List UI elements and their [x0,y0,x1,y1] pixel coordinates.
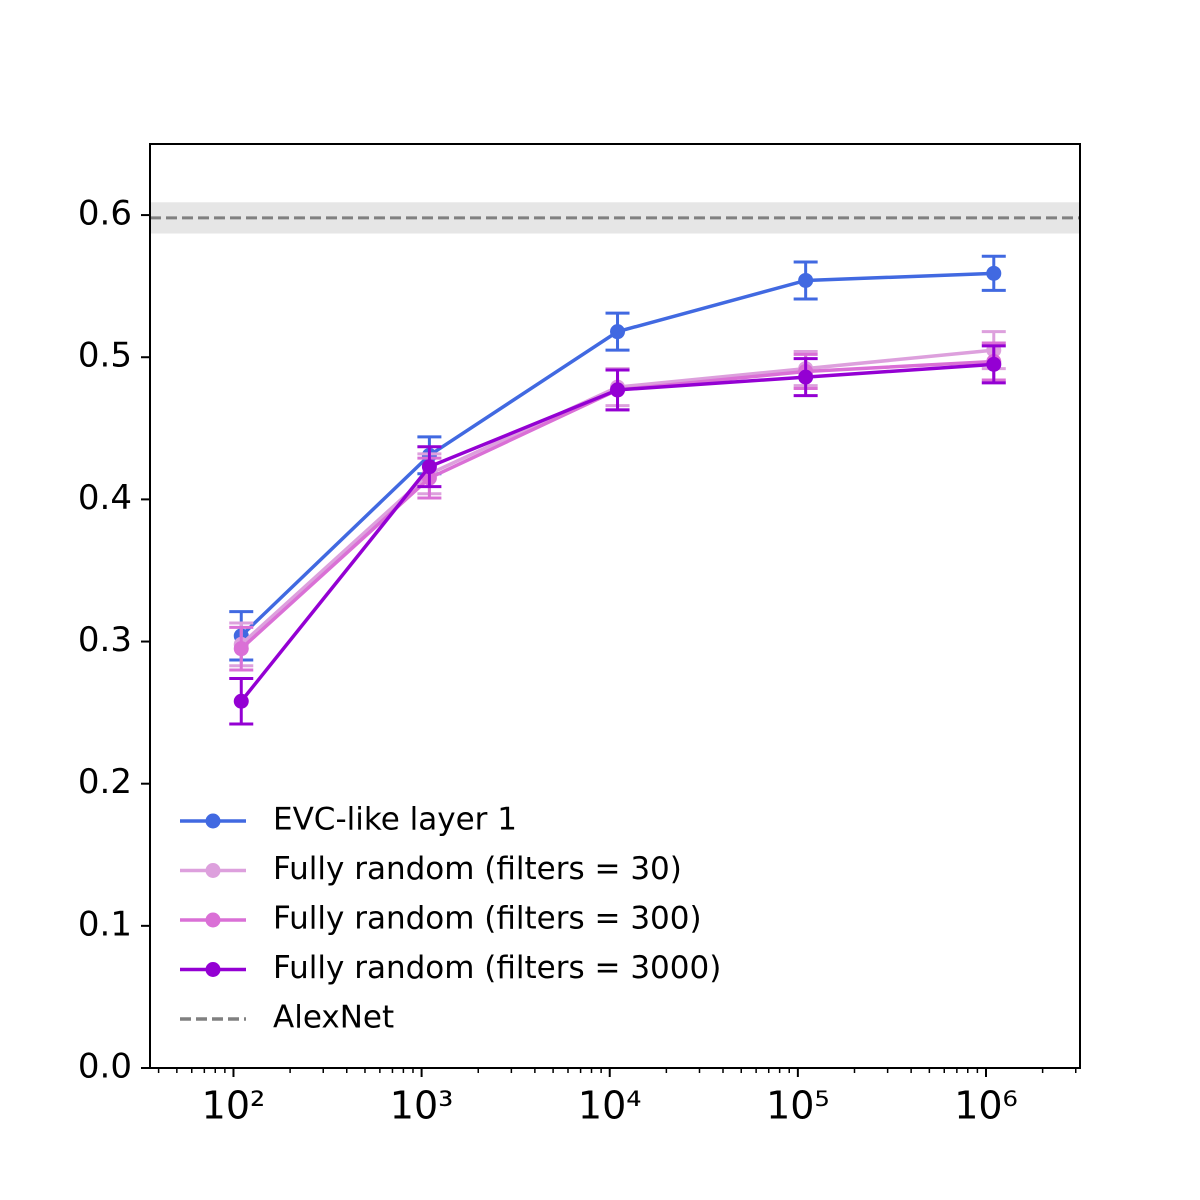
legend-label: AlexNet [273,1000,394,1036]
point [986,356,1002,372]
y-tick-label: 0.5 [78,336,132,376]
point [233,693,249,709]
y-tick-label: 0.2 [78,762,132,802]
series-line [239,362,994,703]
legend-label: Fully random (filters = 3000) [273,950,721,986]
legend: EVC-like layer 1 Fully random (filters = … [180,802,721,1036]
x-tick-label: 10⁵ [766,1084,830,1128]
legend-marker [205,863,221,878]
legend-label: EVC-like layer 1 [273,802,517,838]
legend-marker [205,813,221,829]
legend-marker [205,912,221,928]
x-tick-label: 10³ [390,1084,454,1128]
legend-marker [205,962,221,977]
y-tick-label: 0.3 [78,620,132,660]
point [233,641,249,657]
point [610,324,626,340]
y-tick-label: 0.1 [78,904,132,944]
legend-label: Fully random (filters = 30) [273,851,682,887]
y-tick-label: 0.0 [78,1047,132,1087]
y-tick-label: 0.6 [78,194,132,234]
point [610,382,626,398]
point [798,272,814,288]
point [798,369,814,385]
legend-label: Fully random (filters = 300) [273,901,702,937]
x-tick-label: 10⁶ [954,1084,1018,1128]
point [986,265,1002,281]
x-tick-label: 10⁴ [578,1084,642,1128]
plot-frame [149,143,1081,1069]
point [421,459,437,475]
x-tick-label: 10² [202,1084,266,1128]
y-tick-label: 0.4 [78,478,132,518]
